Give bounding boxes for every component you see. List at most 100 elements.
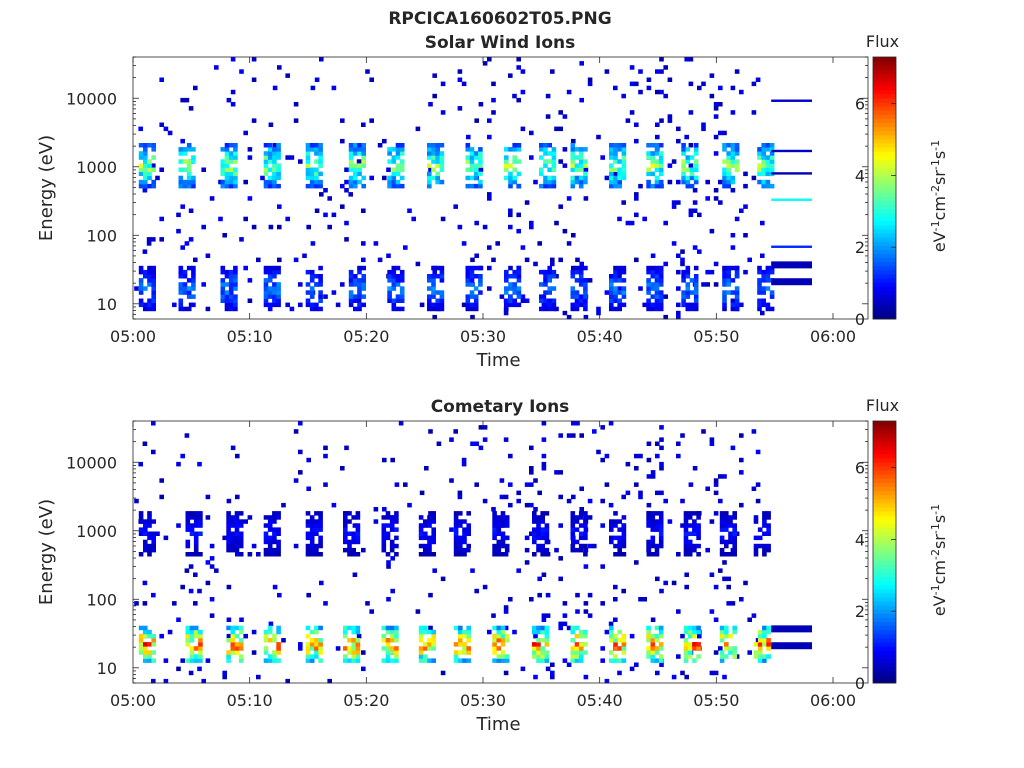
heatmap-cell	[226, 617, 232, 622]
heatmap-cell	[683, 629, 689, 635]
heatmap-cell	[681, 294, 686, 299]
heatmap-cell	[178, 179, 184, 185]
heatmap-cell	[347, 543, 352, 549]
heatmap-cell	[318, 515, 323, 520]
heatmap-cell	[224, 290, 230, 295]
heatmap-cell	[687, 633, 693, 639]
heatmap-cell	[654, 625, 660, 631]
heatmap-cell	[609, 519, 614, 524]
heatmap-cell	[728, 650, 733, 655]
heatmap-cell	[343, 625, 348, 631]
heatmap-cell	[578, 547, 584, 553]
reference-line	[771, 245, 812, 248]
heatmap-cell	[617, 167, 622, 172]
heatmap-cell	[574, 519, 580, 524]
heatmap-cell	[226, 539, 231, 545]
heatmap-cell	[654, 274, 660, 279]
heatmap-cell	[224, 163, 230, 168]
heatmap-cell	[478, 274, 483, 279]
heatmap-cell	[340, 466, 345, 471]
heatmap-cell	[399, 163, 405, 168]
heatmap-cell	[191, 282, 196, 287]
heatmap-cell	[431, 629, 436, 635]
heatmap-cell	[685, 183, 691, 189]
heatmap-cell	[353, 151, 358, 156]
heatmap-cell	[309, 654, 315, 659]
heatmap-cell	[159, 478, 164, 483]
heatmap-cell	[395, 306, 401, 312]
heatmap-cell	[385, 625, 391, 631]
heatmap-cell	[353, 298, 358, 303]
colorbar-swatch	[873, 642, 896, 647]
heatmap-cell	[543, 302, 548, 308]
heatmap-cell	[613, 85, 618, 91]
heatmap-cell	[688, 163, 694, 168]
heatmap-cell	[769, 306, 775, 312]
heatmap-cell	[228, 269, 234, 275]
heatmap-cell	[233, 175, 238, 181]
heatmap-cell	[394, 629, 399, 635]
heatmap-cell	[757, 646, 763, 651]
heatmap-cell	[272, 584, 278, 590]
heatmap-cell	[508, 597, 513, 602]
heatmap-cell	[182, 274, 188, 279]
heatmap-cell	[570, 159, 576, 164]
heatmap-cell	[309, 175, 315, 181]
heatmap-cell	[617, 302, 622, 308]
colorbar-swatch	[873, 290, 896, 295]
heatmap-cell	[613, 543, 618, 549]
heatmap-cell	[613, 654, 618, 659]
heatmap-cell	[478, 171, 483, 177]
heatmap-cell	[276, 282, 281, 287]
heatmap-cell	[621, 531, 627, 536]
heatmap-cell	[765, 147, 771, 152]
heatmap-cell	[230, 523, 236, 528]
heatmap-cell	[272, 527, 277, 532]
heatmap-cell	[453, 642, 459, 647]
heatmap-cell	[574, 167, 580, 172]
heatmap-cell	[382, 507, 387, 512]
heatmap-cell	[516, 286, 522, 291]
colorbar-swatch	[873, 314, 896, 320]
heatmap-cell	[696, 527, 701, 532]
heatmap-cell	[427, 629, 432, 635]
heatmap-cell	[532, 629, 537, 635]
heatmap-cell	[550, 674, 555, 680]
heatmap-cell	[351, 539, 356, 545]
heatmap-cell	[629, 666, 635, 672]
heatmap-cell	[734, 167, 740, 172]
heatmap-cell	[178, 147, 184, 152]
heatmap-cell	[395, 151, 401, 156]
heatmap-cell	[562, 228, 568, 234]
heatmap-cell	[504, 515, 510, 520]
heatmap-cell	[529, 224, 534, 230]
heatmap-cell	[138, 461, 143, 467]
heatmap-cell	[730, 155, 736, 160]
heatmap-cell	[230, 625, 236, 631]
heatmap-cell	[147, 183, 152, 189]
heatmap-cell	[385, 629, 391, 635]
heatmap-cell	[613, 286, 618, 291]
heatmap-cell	[663, 294, 668, 299]
heatmap-cell	[435, 298, 440, 303]
heatmap-cell	[578, 302, 584, 308]
heatmap-cell	[663, 93, 668, 99]
heatmap-cell	[621, 286, 627, 291]
colorbar-swatch	[873, 588, 896, 594]
heatmap-cell	[276, 515, 281, 520]
heatmap-cell	[503, 605, 509, 610]
heatmap-cell	[687, 515, 693, 520]
heatmap-cell	[353, 163, 358, 168]
heatmap-cell	[693, 151, 699, 156]
heatmap-cell	[415, 126, 421, 132]
heatmap-cell	[566, 433, 572, 438]
heatmap-cell	[482, 425, 488, 430]
heatmap-cell	[348, 175, 354, 181]
heatmap-cell	[147, 515, 152, 520]
heatmap-cell	[361, 208, 366, 213]
heatmap-cell	[428, 429, 433, 434]
heatmap-cell	[356, 633, 362, 639]
heatmap-cell	[224, 171, 230, 177]
heatmap-cell	[558, 576, 563, 582]
heatmap-cell	[263, 633, 269, 639]
